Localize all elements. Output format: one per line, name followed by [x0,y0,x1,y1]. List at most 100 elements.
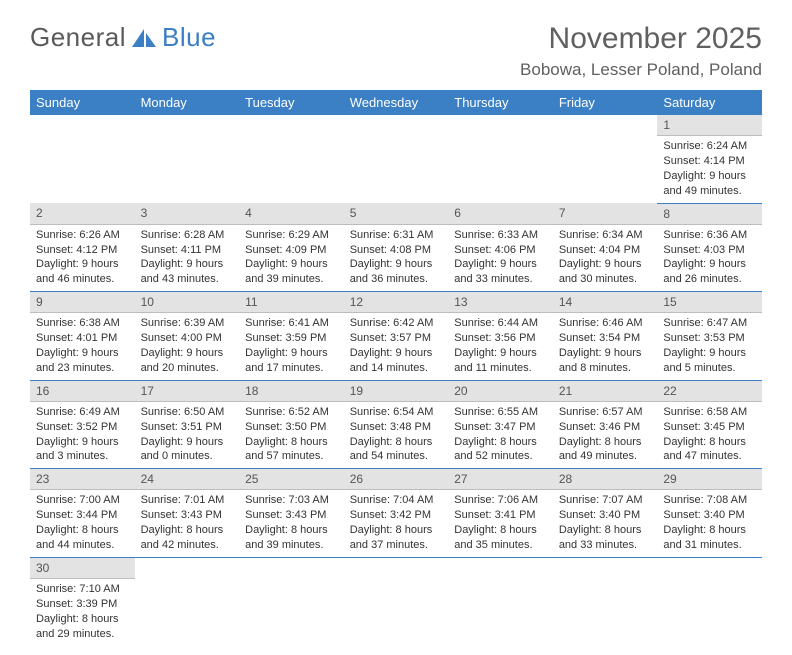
day-content-cell [344,136,449,203]
day-line: Daylight: 9 hours [36,257,129,272]
day-content-cell: Sunrise: 6:49 AMSunset: 3:52 PMDaylight:… [30,401,135,468]
day-line: Sunrise: 7:08 AM [663,493,756,508]
day-line: Sunrise: 7:06 AM [454,493,547,508]
day-content-cell: Sunrise: 6:41 AMSunset: 3:59 PMDaylight:… [239,313,344,380]
day-line: Daylight: 8 hours [36,523,129,538]
day-line: and 37 minutes. [350,538,443,553]
day-line: Sunrise: 6:57 AM [559,405,652,420]
daynum-row: 30 [30,557,762,578]
day-line: Sunrise: 6:46 AM [559,316,652,331]
day-line: and 5 minutes. [663,361,756,376]
day-line: and 17 minutes. [245,361,338,376]
day-line: and 35 minutes. [454,538,547,553]
day-line: Sunset: 3:45 PM [663,420,756,435]
content-row: Sunrise: 6:49 AMSunset: 3:52 PMDaylight:… [30,401,762,468]
location: Bobowa, Lesser Poland, Poland [520,60,762,80]
day-line: Daylight: 9 hours [36,346,129,361]
day-content-cell: Sunrise: 6:57 AMSunset: 3:46 PMDaylight:… [553,401,658,468]
day-number-cell: 30 [30,557,135,578]
day-line: Sunrise: 6:28 AM [141,228,234,243]
day-line: Sunrise: 6:42 AM [350,316,443,331]
day-content-cell: Sunrise: 6:46 AMSunset: 3:54 PMDaylight:… [553,313,658,380]
day-line: Sunset: 3:47 PM [454,420,547,435]
day-number-cell [344,557,449,578]
content-row: Sunrise: 6:26 AMSunset: 4:12 PMDaylight:… [30,224,762,291]
day-line: Daylight: 9 hours [454,257,547,272]
day-content-cell: Sunrise: 7:08 AMSunset: 3:40 PMDaylight:… [657,490,762,557]
day-line: Sunset: 4:11 PM [141,243,234,258]
day-line: Sunrise: 7:07 AM [559,493,652,508]
day-number-cell [553,557,658,578]
day-line: Daylight: 9 hours [36,435,129,450]
day-number-cell: 18 [239,380,344,401]
day-header: Thursday [448,90,553,115]
day-content-cell: Sunrise: 6:26 AMSunset: 4:12 PMDaylight:… [30,224,135,291]
day-number-cell: 9 [30,292,135,313]
day-number-cell [135,557,240,578]
day-line: Sunrise: 7:04 AM [350,493,443,508]
day-line: Sunset: 3:39 PM [36,597,129,612]
day-number-cell: 7 [553,203,658,224]
day-number-cell: 6 [448,203,553,224]
day-line: Sunset: 3:57 PM [350,331,443,346]
day-line: Daylight: 8 hours [454,523,547,538]
day-content-cell: Sunrise: 6:33 AMSunset: 4:06 PMDaylight:… [448,224,553,291]
day-number-cell: 11 [239,292,344,313]
day-line: and 43 minutes. [141,272,234,287]
day-line: Sunset: 4:03 PM [663,243,756,258]
day-line: Sunset: 4:14 PM [663,154,756,169]
day-line: Sunrise: 6:58 AM [663,405,756,420]
day-line: Sunset: 3:56 PM [454,331,547,346]
day-line: Sunrise: 6:47 AM [663,316,756,331]
day-number-cell: 25 [239,469,344,490]
day-line: Sunset: 4:01 PM [36,331,129,346]
day-line: and 33 minutes. [559,538,652,553]
day-number-cell [30,115,135,136]
day-line: and 8 minutes. [559,361,652,376]
day-line: Daylight: 9 hours [454,346,547,361]
day-number-cell [448,557,553,578]
day-number-cell: 17 [135,380,240,401]
day-number-cell: 20 [448,380,553,401]
day-line: Sunrise: 6:33 AM [454,228,547,243]
day-content-cell: Sunrise: 7:07 AMSunset: 3:40 PMDaylight:… [553,490,658,557]
day-line: Sunrise: 6:55 AM [454,405,547,420]
day-line: Daylight: 8 hours [454,435,547,450]
day-line: Sunset: 3:44 PM [36,508,129,523]
daynum-row: 9101112131415 [30,292,762,313]
day-line: and 20 minutes. [141,361,234,376]
content-row: Sunrise: 6:24 AMSunset: 4:14 PMDaylight:… [30,136,762,203]
logo: General Blue [30,22,216,53]
month-title: November 2025 [520,22,762,56]
day-line: Sunset: 4:04 PM [559,243,652,258]
day-line: and 39 minutes. [245,538,338,553]
content-row: Sunrise: 6:38 AMSunset: 4:01 PMDaylight:… [30,313,762,380]
day-content-cell: Sunrise: 7:04 AMSunset: 3:42 PMDaylight:… [344,490,449,557]
day-number-cell: 2 [30,203,135,224]
day-line: Sunrise: 6:38 AM [36,316,129,331]
day-content-cell: Sunrise: 6:34 AMSunset: 4:04 PMDaylight:… [553,224,658,291]
day-content-cell: Sunrise: 6:54 AMSunset: 3:48 PMDaylight:… [344,401,449,468]
day-line: Daylight: 8 hours [663,435,756,450]
day-line: Daylight: 9 hours [350,257,443,272]
day-line: and 3 minutes. [36,449,129,464]
day-line: Sunrise: 7:01 AM [141,493,234,508]
day-line: Daylight: 9 hours [245,346,338,361]
page: General Blue November 2025 Bobowa, Lesse… [0,0,792,655]
day-number-cell: 26 [344,469,449,490]
day-number-cell: 28 [553,469,658,490]
day-number-cell: 22 [657,380,762,401]
day-line: Sunset: 3:40 PM [663,508,756,523]
day-number-cell [239,115,344,136]
day-line: Daylight: 8 hours [559,523,652,538]
day-line: and 39 minutes. [245,272,338,287]
day-line: Sunrise: 6:26 AM [36,228,129,243]
day-line: and 42 minutes. [141,538,234,553]
day-line: Daylight: 8 hours [350,435,443,450]
day-line: Sunrise: 6:50 AM [141,405,234,420]
day-line: Sunrise: 6:49 AM [36,405,129,420]
day-line: Sunset: 3:52 PM [36,420,129,435]
day-line: Sunrise: 6:54 AM [350,405,443,420]
day-content-cell: Sunrise: 6:58 AMSunset: 3:45 PMDaylight:… [657,401,762,468]
daynum-row: 23242526272829 [30,469,762,490]
